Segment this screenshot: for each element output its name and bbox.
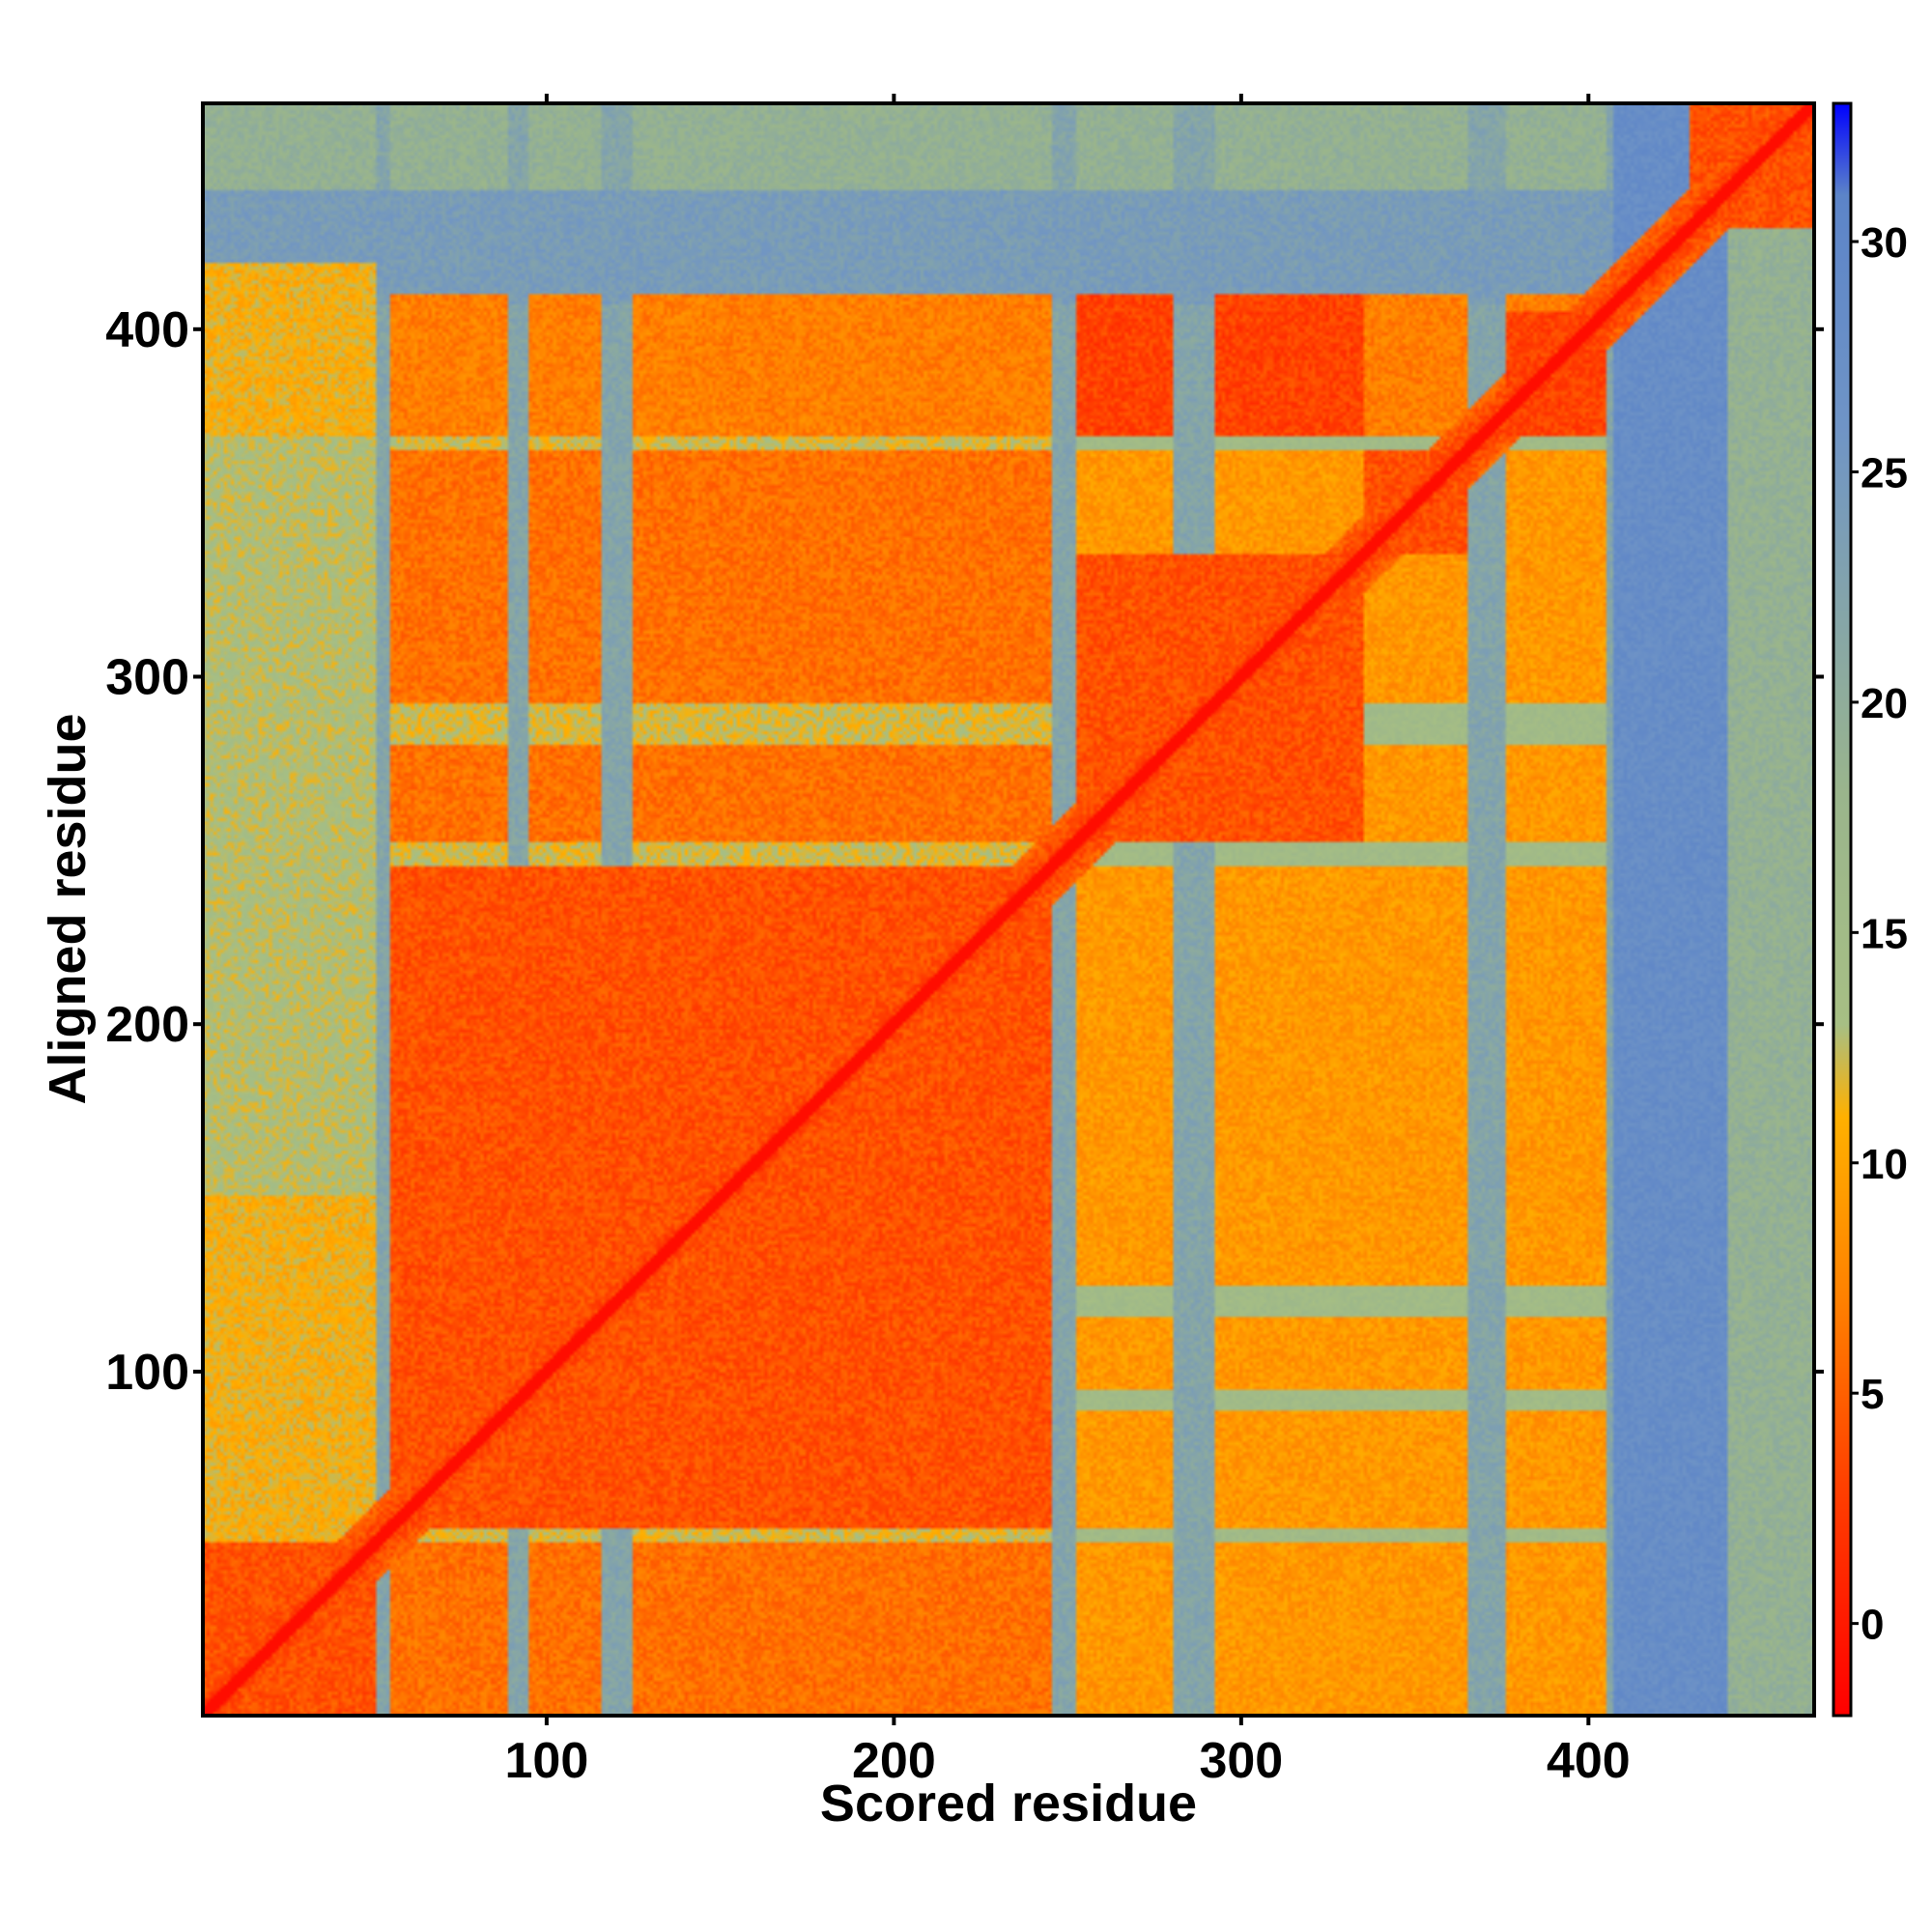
x-tick-label: 400 [1547, 1733, 1631, 1789]
colorbar-tick-label: 5 [1861, 1371, 1884, 1418]
colorbar-tick-label: 0 [1861, 1602, 1884, 1649]
colorbar-tick-label: 15 [1861, 910, 1908, 957]
colorbar-ticks: 0 5 10 15 20 25 30 [1851, 219, 1908, 1649]
colorbar-tick-label: 30 [1861, 219, 1908, 267]
x-tick-label: 300 [1199, 1733, 1283, 1789]
x-tick-label: 100 [505, 1733, 589, 1789]
colorbar-tick-label: 20 [1861, 680, 1908, 727]
y-axis-title: Aligned residue [39, 713, 97, 1104]
y-tick-label: 100 [105, 1345, 189, 1401]
colorbar-tick-label: 10 [1861, 1141, 1908, 1188]
colorbar-gradient [1833, 103, 1851, 1716]
y-tick-label: 200 [105, 997, 189, 1053]
y-tick-label: 400 [105, 302, 189, 358]
x-axis-title: Scored residue [820, 1775, 1197, 1833]
heatmap-cells [203, 103, 1814, 1716]
x-tick-label: 200 [852, 1733, 936, 1789]
x-axis: 100 200 300 400 [505, 94, 1631, 1789]
colorbar-tick-label: 25 [1861, 449, 1908, 497]
colorbar-frame [1832, 101, 1853, 1718]
y-axis: 100 200 300 400 [105, 302, 1824, 1401]
y-tick-label: 300 [105, 650, 189, 706]
heatmap-plot-area [201, 101, 1816, 1718]
colorbar [1832, 101, 1853, 1718]
plot-frame [201, 101, 1816, 1718]
